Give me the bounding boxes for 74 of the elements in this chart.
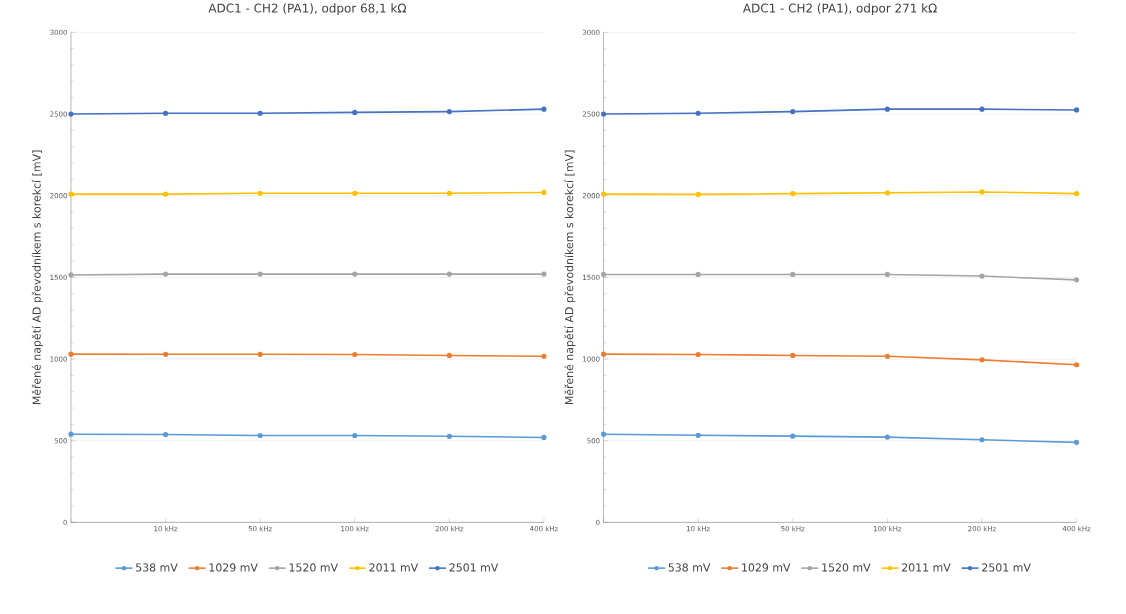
- point: [695, 351, 701, 358]
- legend-label: 2501 mV: [449, 563, 499, 572]
- legend-label: 1029 mV: [742, 563, 791, 572]
- legend-label: 1029 mV: [209, 563, 258, 572]
- point: [1073, 362, 1080, 368]
- point: [884, 190, 890, 196]
- point: [541, 271, 547, 277]
- point: [446, 271, 452, 277]
- point: [68, 191, 74, 197]
- point: [790, 271, 796, 278]
- y-axis-title: Měřené napětí AD převodníkem s korekcí [mV]: [31, 150, 43, 405]
- point: [68, 272, 74, 278]
- point: [541, 106, 547, 112]
- legend-label: 538 mV: [136, 563, 178, 572]
- point: [884, 271, 890, 278]
- point: [68, 111, 74, 117]
- chart-title: ADC1 - CH2 (PA1), odpor 68,1 kΩ: [208, 3, 407, 15]
- legend-label: 1520 mV: [822, 563, 871, 572]
- point: [600, 191, 607, 197]
- legend-label: 538 mV: [668, 563, 711, 572]
- point: [352, 432, 358, 439]
- point: [979, 437, 985, 443]
- point: [979, 106, 985, 112]
- point: [695, 271, 701, 278]
- point: [257, 432, 263, 439]
- point: [257, 271, 263, 277]
- point: [695, 432, 701, 438]
- point: [257, 190, 263, 196]
- point: [884, 353, 890, 359]
- point: [1073, 277, 1080, 283]
- point: [162, 431, 169, 438]
- point: [68, 431, 74, 437]
- legend-label: 2011 mV: [369, 563, 419, 572]
- point: [979, 273, 985, 279]
- point: [695, 191, 701, 198]
- point: [162, 351, 169, 357]
- point: [695, 110, 701, 116]
- point: [541, 189, 547, 196]
- point: [446, 352, 452, 359]
- point: [979, 357, 985, 363]
- point: [1073, 191, 1080, 197]
- point: [68, 351, 74, 357]
- legend-label: 2501 mV: [982, 563, 1031, 572]
- point: [790, 109, 796, 115]
- point: [257, 351, 263, 357]
- point: [790, 433, 796, 439]
- point: [162, 271, 169, 277]
- point: [541, 353, 547, 359]
- point: [446, 109, 452, 115]
- point: [600, 271, 607, 278]
- point: [352, 109, 358, 116]
- point: [257, 110, 263, 116]
- legend-label: 2011 mV: [902, 563, 951, 572]
- point: [1073, 107, 1080, 113]
- point: [446, 190, 452, 196]
- point: [352, 271, 358, 277]
- chart-title: ADC1 - CH2 (PA1), odpor 271 kΩ: [742, 3, 937, 15]
- point: [162, 110, 169, 116]
- point: [162, 191, 169, 197]
- point: [600, 431, 607, 437]
- point: [600, 351, 607, 357]
- point: [352, 190, 358, 196]
- legend-label: 1520 mV: [289, 563, 338, 572]
- point: [790, 352, 796, 359]
- point: [541, 434, 547, 441]
- point: [979, 189, 985, 195]
- y-axis-title: Měřené napětí AD převodníkem s korekcí [mV]: [564, 150, 576, 405]
- point: [446, 433, 452, 439]
- point: [1073, 439, 1080, 446]
- point: [352, 351, 358, 358]
- point: [884, 434, 890, 440]
- point: [600, 111, 607, 117]
- point: [884, 106, 890, 112]
- point: [790, 191, 796, 197]
